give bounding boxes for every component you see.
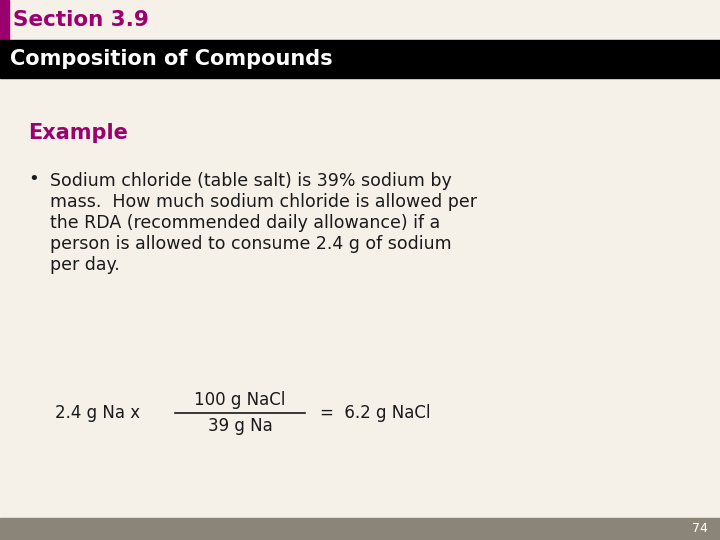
- Text: 74: 74: [692, 523, 708, 536]
- Bar: [0, 40, 720, 78]
- Bar: [0, 0, 9, 40]
- Text: the RDA (recommended daily allowance) if a: the RDA (recommended daily allowance) if…: [50, 214, 440, 232]
- Text: 2.4 g Na x: 2.4 g Na x: [55, 404, 145, 422]
- Text: 100 g NaCl: 100 g NaCl: [194, 391, 286, 409]
- Text: Section 3.9: Section 3.9: [13, 10, 149, 30]
- Text: Example: Example: [28, 123, 128, 143]
- Bar: [0, 518, 720, 540]
- Text: Sodium chloride (table salt) is 39% sodium by: Sodium chloride (table salt) is 39% sodi…: [50, 172, 451, 190]
- Text: person is allowed to consume 2.4 g of sodium: person is allowed to consume 2.4 g of so…: [50, 235, 451, 253]
- Text: per day.: per day.: [50, 256, 120, 274]
- Text: =  6.2 g NaCl: = 6.2 g NaCl: [320, 404, 431, 422]
- Text: 39 g Na: 39 g Na: [207, 417, 272, 435]
- Text: Composition of Compounds: Composition of Compounds: [10, 49, 333, 69]
- Text: mass.  How much sodium chloride is allowed per: mass. How much sodium chloride is allowe…: [50, 193, 477, 211]
- Text: •: •: [28, 170, 39, 188]
